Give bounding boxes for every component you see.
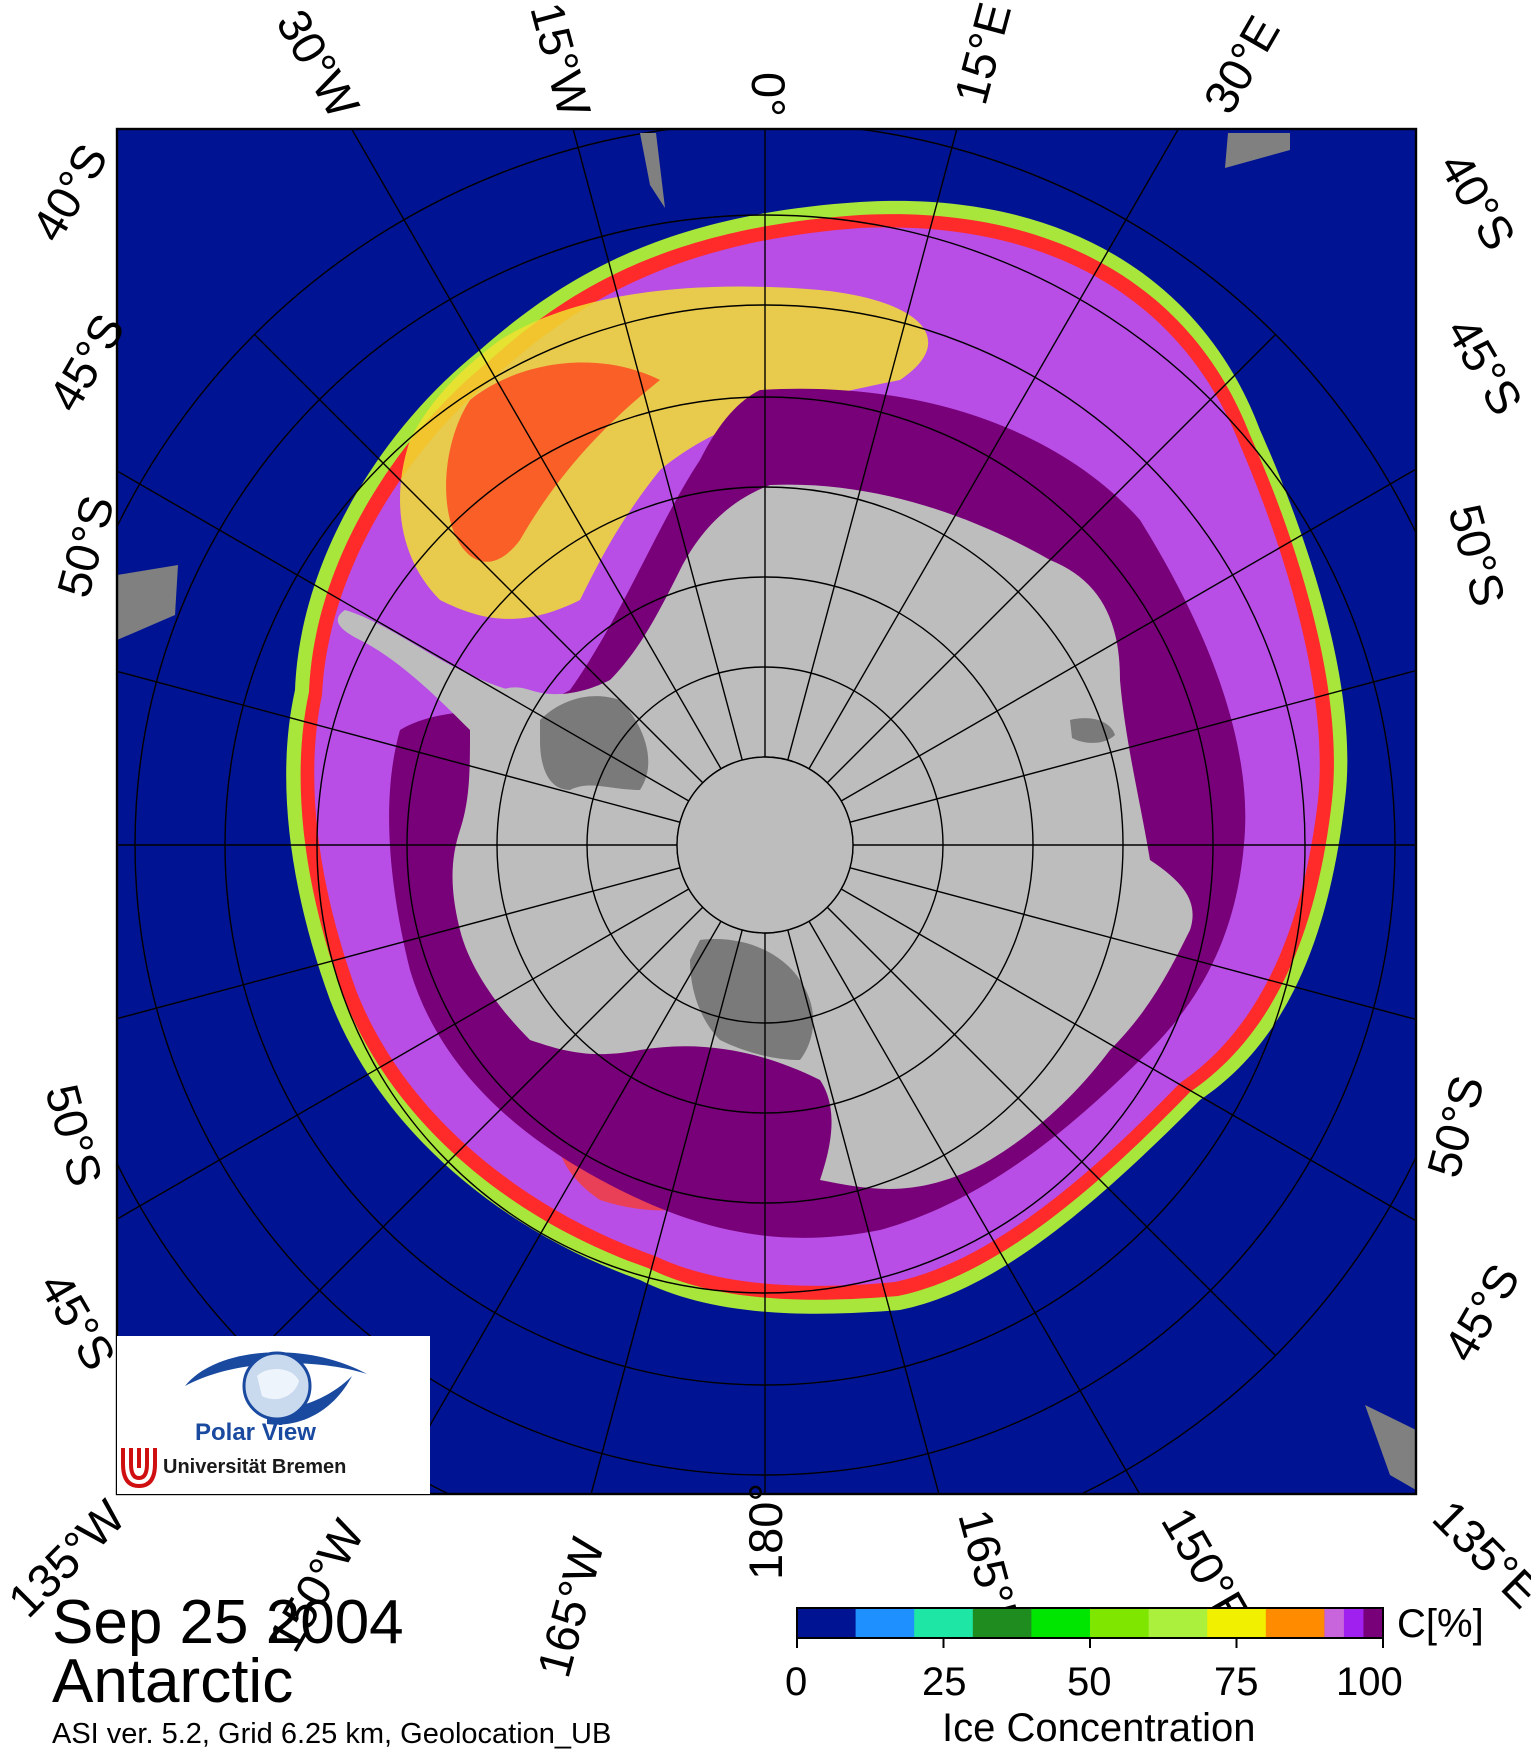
lon-label-180: 180° [739,1483,792,1580]
lat-label-left-45s-lower: 45°S [29,1264,126,1379]
colorbar-swatch [1148,1608,1208,1638]
lat-label-right-50s: 50°S [1438,499,1516,612]
lon-label-30e: 30°E [1193,7,1290,122]
lat-label-right-45s-lower: 45°S [1433,1255,1530,1370]
lon-label-30w: 30°W [266,1,370,128]
lat-label-left-50s-lower: 50°S [35,1079,113,1192]
colorbar-tick-25: 25 [922,1660,967,1704]
land-fragment-bottom-right [1365,1405,1416,1490]
colorbar-tick-50: 50 [1067,1660,1112,1704]
lon-label-0: 0° [742,72,795,117]
polar-view-logo: Polar View Universität Bremen [117,1336,430,1494]
colorbar-swatch [1343,1608,1364,1638]
map-frame [115,127,1418,1496]
map-region: Antarctic [52,1647,294,1716]
eye-icon: Polar View Universität Bremen [121,1351,367,1489]
lat-label-right-50s-lower: 50°S [1416,1070,1494,1183]
colorbar-swatch [797,1608,857,1638]
colorbar-swatch [1265,1608,1325,1638]
colorbar-title: Ice Concentration [942,1706,1256,1750]
colorbar-swatch [1207,1608,1267,1638]
colorbar [796,1608,1384,1648]
weddell-sea-red-streaks [446,362,660,562]
colorbar-tick-100: 100 [1336,1660,1403,1704]
lon-label-15w: 15°W [520,0,601,123]
lat-label-left-40s: 40°S [21,135,118,250]
lat-label-right-40s: 40°S [1429,144,1526,259]
colorbar-frame [796,1607,1384,1639]
colorbar-tick-0: 0 [785,1660,808,1704]
lat-label-right-45s: 45°S [1436,309,1531,424]
ross-ice-shelf [690,939,814,1060]
antarctic-peninsula [337,610,560,730]
product-info: ASI ver. 5.2, Grid 6.25 km, Geolocation_… [52,1718,612,1750]
land-fragment-left [117,565,178,640]
colorbar-swatch [1090,1608,1150,1638]
lat-label-left-50s: 50°S [46,490,124,603]
colorbar-tick-75: 75 [1214,1660,1259,1704]
amery-ice-shelf [1070,718,1115,743]
land-fragment-top-left [640,133,665,208]
map-date: Sep 25 2004 [52,1588,404,1657]
colorbar-swatch [1031,1608,1091,1638]
lon-label-15e: 15°E [943,0,1021,110]
logo-institution: Universität Bremen [163,1456,346,1478]
pole-cap [676,756,854,934]
logo-title: Polar View [195,1419,316,1446]
colorbar-swatch [914,1608,974,1638]
colorbar-swatch [1324,1608,1345,1638]
colorbar-unit: C[%] [1397,1602,1484,1646]
lon-label-165w: 165°W [526,1532,614,1683]
uni-bremen-icon [121,1448,157,1489]
colorbar-swatch [1363,1608,1384,1638]
colorbar-swatch [855,1608,915,1638]
land-fragment-top-right [1225,133,1290,168]
colorbar-swatch [972,1608,1032,1638]
lon-label-135e: 135°E [1423,1490,1531,1618]
ronne-filchner-ice-shelf [540,696,649,790]
